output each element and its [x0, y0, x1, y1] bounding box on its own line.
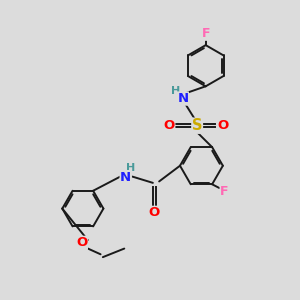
Text: O: O — [76, 236, 87, 249]
Text: O: O — [149, 206, 160, 219]
Text: N: N — [177, 92, 188, 105]
Text: F: F — [202, 27, 210, 40]
Text: O: O — [217, 119, 229, 132]
Text: H: H — [170, 86, 180, 96]
Text: F: F — [220, 184, 229, 198]
Text: H: H — [126, 163, 135, 173]
Text: S: S — [192, 118, 202, 133]
Text: O: O — [164, 119, 175, 132]
Text: N: N — [120, 171, 131, 184]
